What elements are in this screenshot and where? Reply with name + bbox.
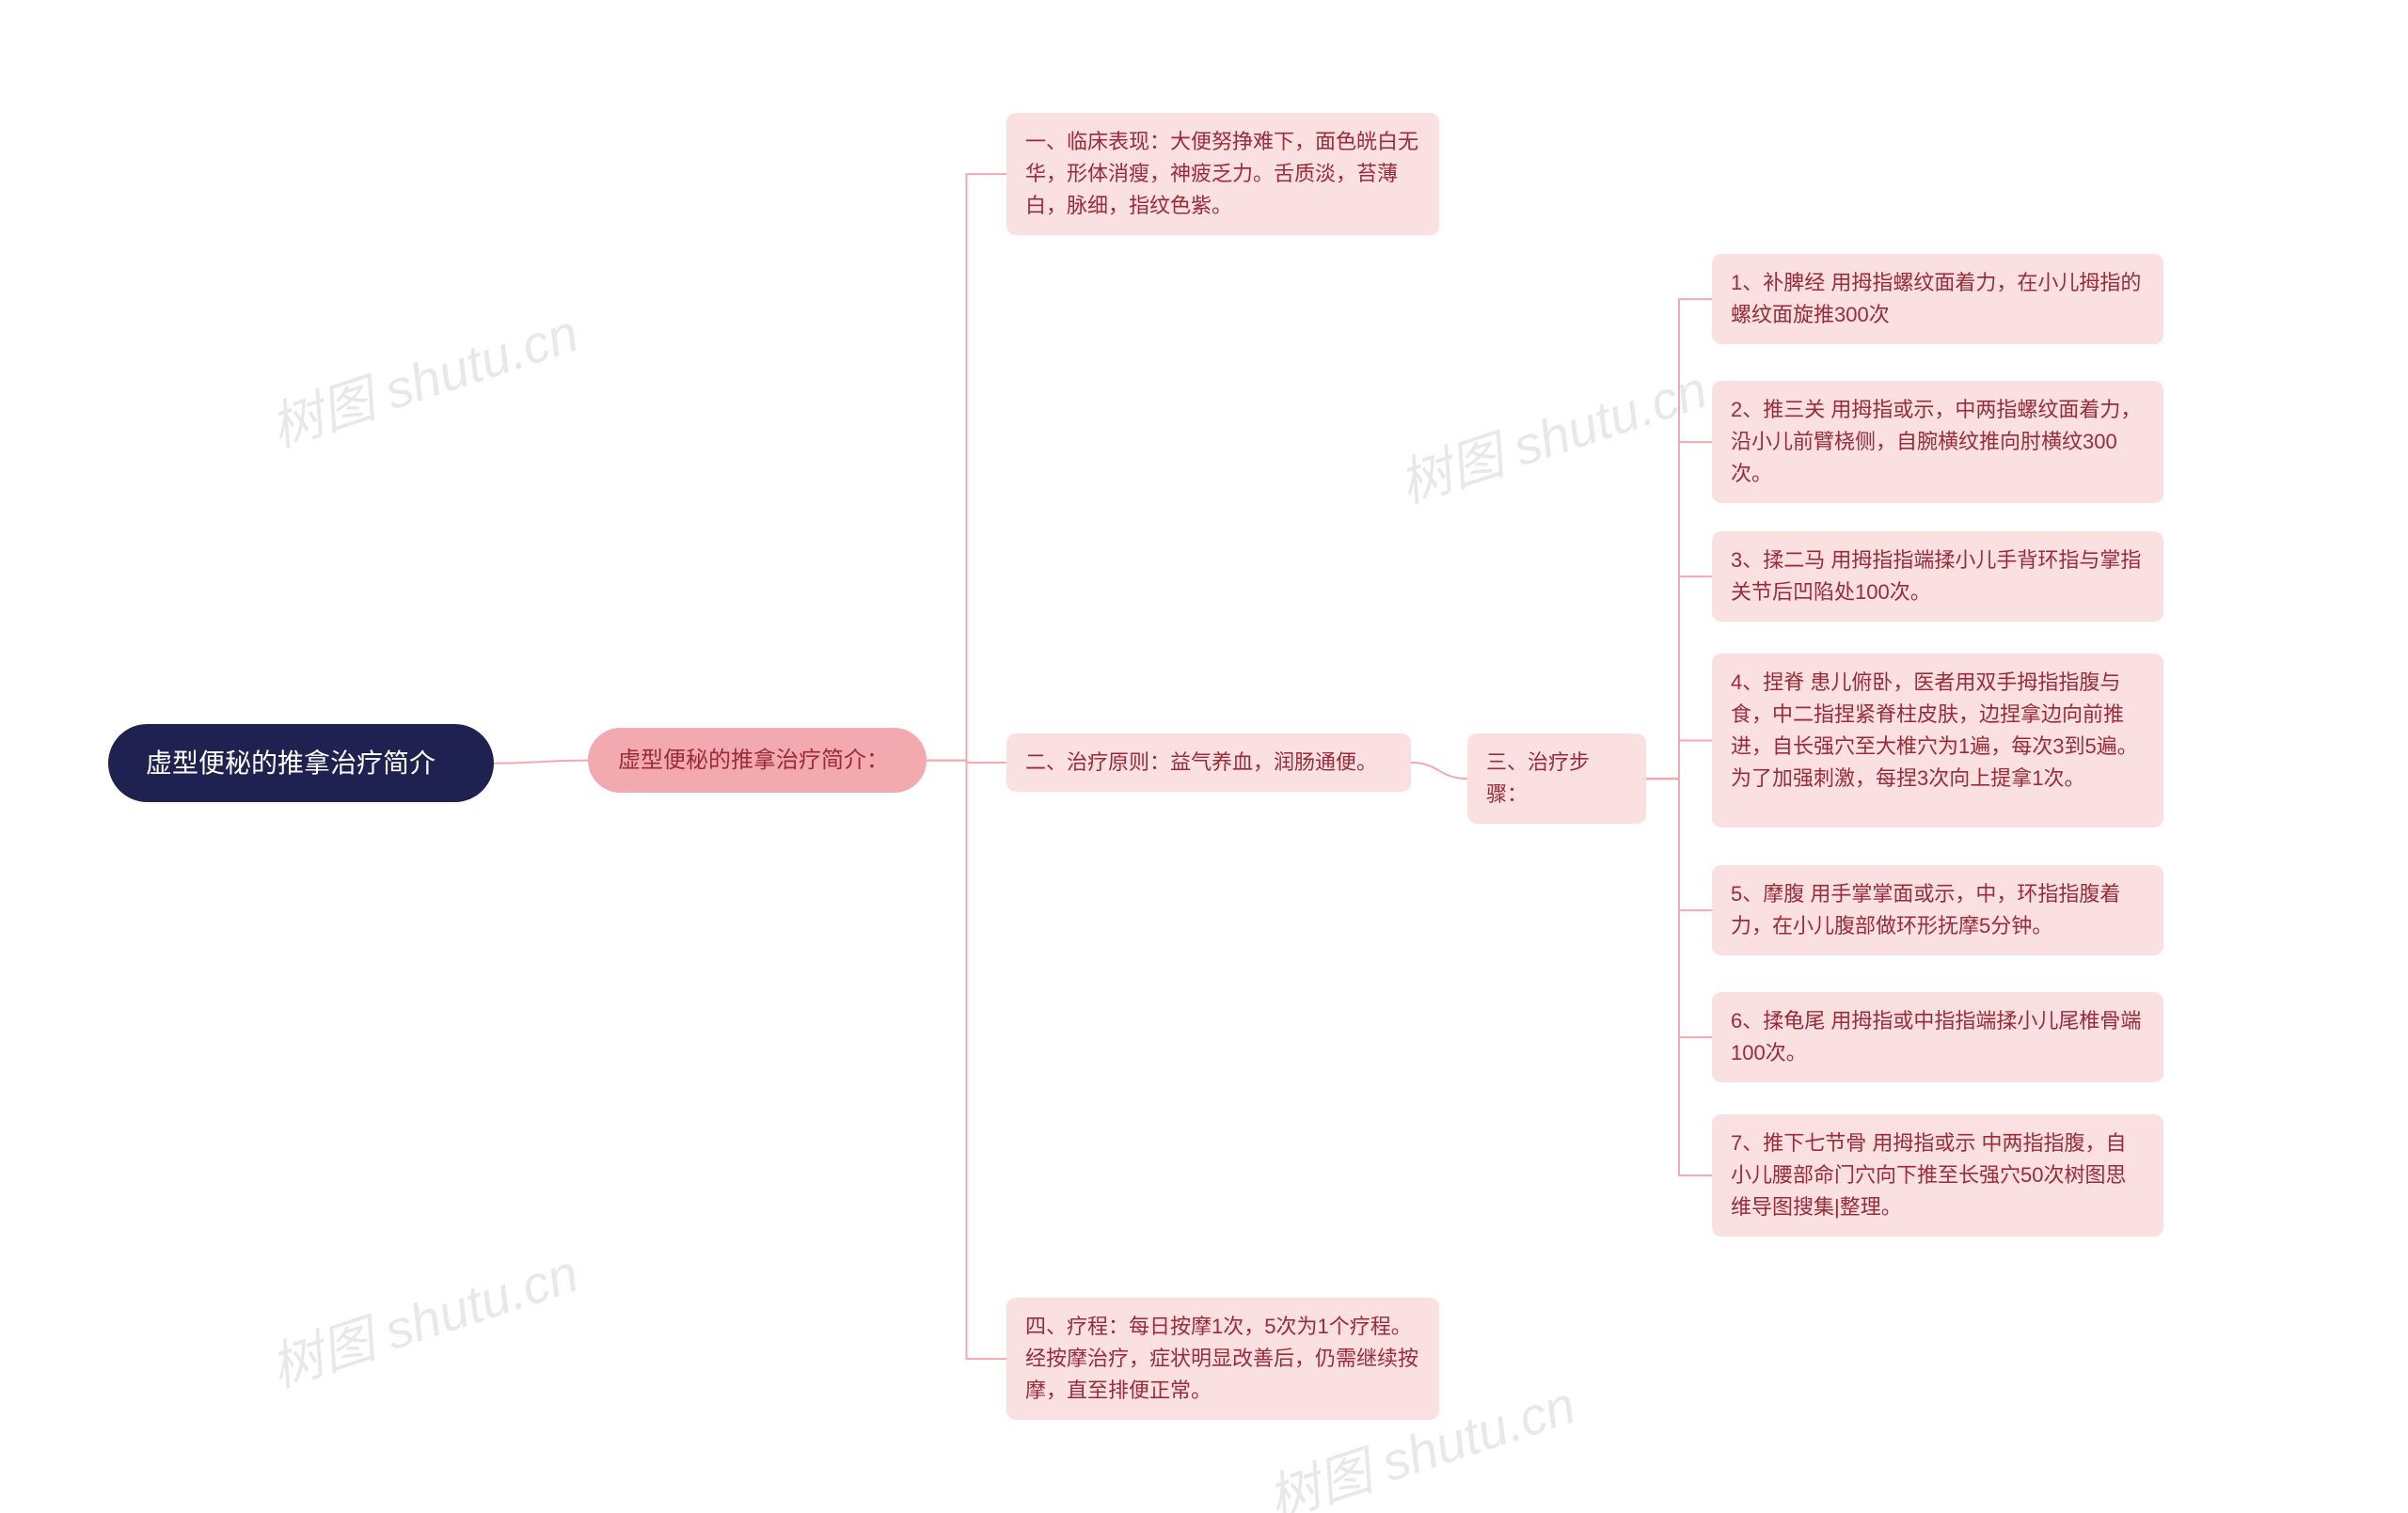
connector: [1646, 779, 1712, 910]
mindmap-node-s5[interactable]: 5、摩腹 用手掌掌面或示，中，环指指腹着力，在小儿腹部做环形抚摩5分钟。: [1712, 865, 2163, 955]
mindmap-node-n3[interactable]: 三、治疗步骤：: [1467, 733, 1646, 824]
mindmap-node-major[interactable]: 虚型便秘的推拿治疗简介：: [588, 728, 927, 793]
connector: [1646, 299, 1712, 779]
connector: [927, 174, 1006, 760]
mindmap-node-n1[interactable]: 一、临床表现：大便努挣难下，面色㿠白无华，形体消瘦，神疲乏力。舌质淡，苔薄白，脉…: [1006, 113, 1439, 235]
connector: [1646, 576, 1712, 779]
connector: [927, 761, 1006, 763]
connector: [494, 761, 588, 764]
mindmap-node-s6[interactable]: 6、揉龟尾 用拇指或中指指端揉小儿尾椎骨端100次。: [1712, 992, 2163, 1082]
connector: [927, 761, 1006, 1360]
watermark: 树图 shutu.cn: [260, 1232, 587, 1403]
watermark: 树图 shutu.cn: [260, 292, 587, 463]
connector: [1646, 442, 1712, 779]
mindmap-node-s4[interactable]: 4、捏脊 患儿俯卧，医者用双手拇指指腹与食，中二指捏紧脊柱皮肤，边捏拿边向前推进…: [1712, 654, 2163, 827]
mindmap-node-root[interactable]: 虚型便秘的推拿治疗简介: [108, 724, 494, 802]
mindmap-node-n2[interactable]: 二、治疗原则：益气养血，润肠通便。: [1006, 733, 1411, 792]
connector: [1646, 741, 1712, 780]
connector: [1646, 779, 1712, 1175]
mindmap-node-s2[interactable]: 2、推三关 用拇指或示，中两指螺纹面着力，沿小儿前臂桡侧，自腕横纹推向肘横纹30…: [1712, 381, 2163, 503]
mindmap-node-s3[interactable]: 3、揉二马 用拇指指端揉小儿手背环指与掌指关节后凹陷处100次。: [1712, 531, 2163, 622]
mindmap-node-s7[interactable]: 7、推下七节骨 用拇指或示 中两指指腹，自小儿腰部命门穴向下推至长强穴50次树图…: [1712, 1114, 2163, 1237]
mindmap-node-n4[interactable]: 四、疗程：每日按摩1次，5次为1个疗程。经按摩治疗，症状明显改善后，仍需继续按摩…: [1006, 1298, 1439, 1420]
connector: [1411, 763, 1467, 779]
mindmap-node-s1[interactable]: 1、补脾经 用拇指螺纹面着力，在小儿拇指的螺纹面旋推300次: [1712, 254, 2163, 344]
watermark: 树图 shutu.cn: [1388, 348, 1716, 519]
connector: [1646, 779, 1712, 1037]
